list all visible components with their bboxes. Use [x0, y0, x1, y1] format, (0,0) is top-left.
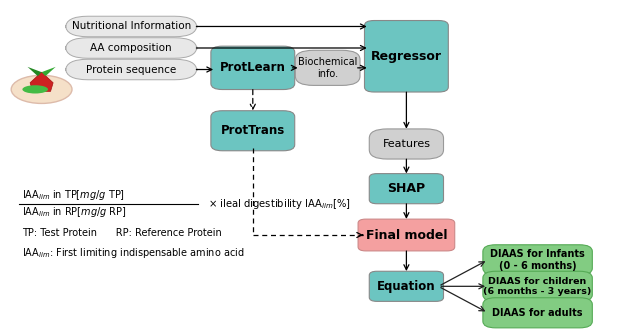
Text: IAA$_{lim}$ in RP[$mg/g$ RP]: IAA$_{lim}$ in RP[$mg/g$ RP] [22, 205, 127, 219]
Ellipse shape [12, 75, 72, 104]
FancyBboxPatch shape [369, 174, 444, 204]
Text: IAA$_{lim}$: First limiting indispensable amino acid: IAA$_{lim}$: First limiting indispensabl… [22, 246, 245, 260]
Text: ProtLearn: ProtLearn [220, 61, 285, 74]
Text: Protein sequence: Protein sequence [86, 65, 177, 74]
Text: DIAAS for adults: DIAAS for adults [492, 308, 583, 318]
Polygon shape [28, 67, 42, 76]
Text: $\times$ ileal digestibility IAA$_{lim}$[%]: $\times$ ileal digestibility IAA$_{lim}$… [208, 197, 351, 211]
Text: DIAAS for Infants
(0 - 6 months): DIAAS for Infants (0 - 6 months) [490, 249, 585, 271]
FancyBboxPatch shape [296, 50, 360, 85]
Polygon shape [30, 72, 53, 91]
Text: ProtTrans: ProtTrans [221, 124, 285, 137]
FancyBboxPatch shape [65, 38, 197, 58]
FancyBboxPatch shape [211, 46, 295, 90]
FancyBboxPatch shape [365, 21, 448, 92]
Text: Regressor: Regressor [371, 50, 442, 63]
FancyBboxPatch shape [483, 245, 593, 275]
Ellipse shape [22, 85, 48, 94]
FancyBboxPatch shape [483, 298, 593, 328]
Text: Equation: Equation [377, 280, 436, 293]
FancyBboxPatch shape [211, 111, 295, 151]
FancyBboxPatch shape [358, 219, 455, 251]
FancyBboxPatch shape [65, 59, 197, 80]
FancyBboxPatch shape [65, 16, 197, 37]
Text: SHAP: SHAP [387, 182, 426, 195]
Text: Features: Features [383, 139, 430, 149]
Text: TP: Test Protein      RP: Reference Protein: TP: Test Protein RP: Reference Protein [22, 228, 222, 238]
Text: Biochemical
info.: Biochemical info. [298, 57, 357, 79]
Text: AA composition: AA composition [90, 43, 172, 53]
Text: Nutritional Information: Nutritional Information [72, 22, 191, 31]
FancyBboxPatch shape [369, 271, 444, 301]
Polygon shape [42, 67, 56, 76]
Text: Final model: Final model [365, 228, 447, 242]
Text: IAA$_{lim}$ in TP[$mg/g$ TP]: IAA$_{lim}$ in TP[$mg/g$ TP] [22, 188, 125, 202]
Text: DIAAS for children
(6 months - 3 years): DIAAS for children (6 months - 3 years) [483, 277, 592, 296]
FancyBboxPatch shape [483, 271, 593, 301]
FancyBboxPatch shape [369, 129, 444, 159]
